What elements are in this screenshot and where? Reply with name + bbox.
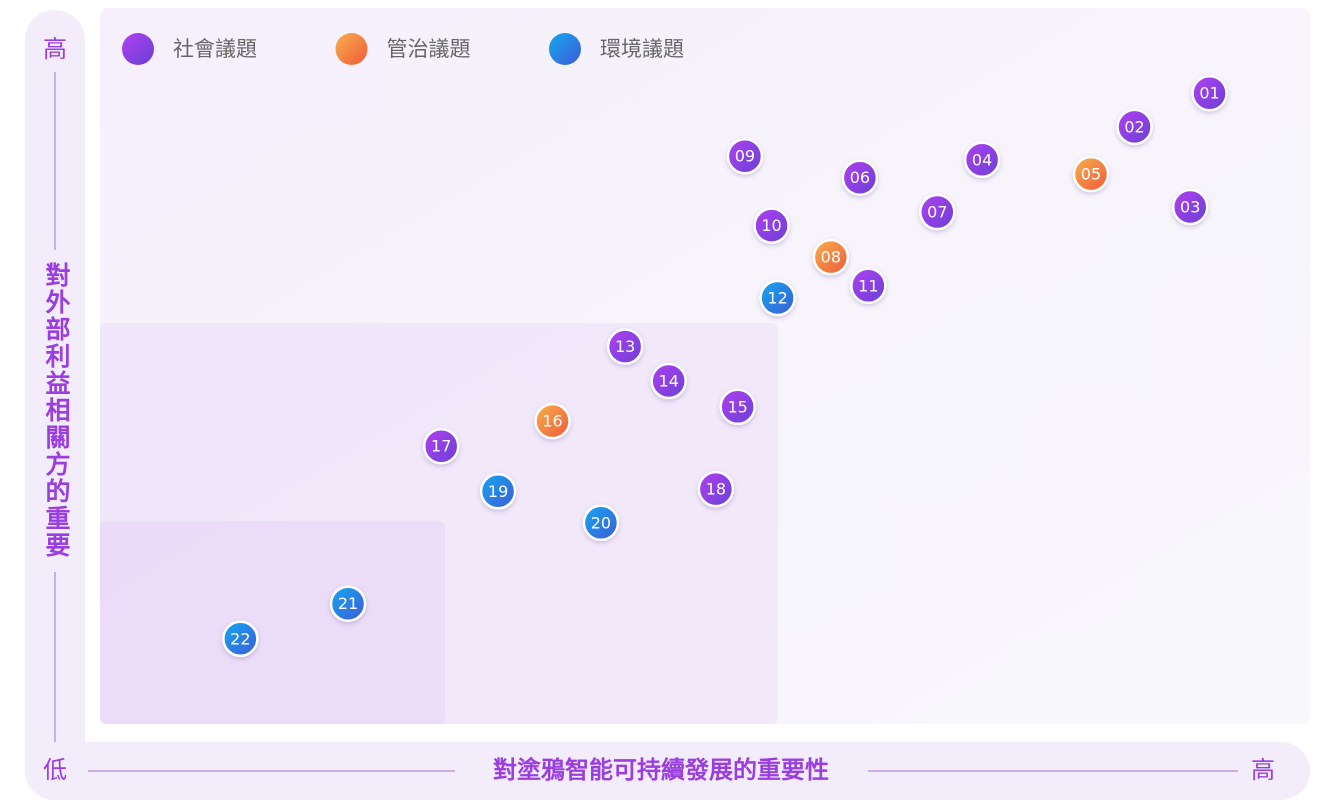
legend-label: 社會議題 — [173, 37, 257, 61]
x-axis-title: 對塗鴉智能可持續發展的重要性 — [493, 756, 829, 784]
point-label: 21 — [338, 594, 358, 613]
point-label: 01 — [1199, 84, 1219, 103]
point — [1072, 155, 1110, 193]
zone-low — [100, 521, 445, 724]
point — [1116, 108, 1153, 146]
point-label: 05 — [1081, 165, 1101, 184]
point — [1191, 74, 1228, 112]
point — [919, 193, 956, 231]
point-label: 13 — [615, 337, 635, 356]
point-label: 15 — [727, 397, 747, 416]
point — [534, 402, 571, 440]
point — [963, 141, 1001, 179]
legend-label: 環境議題 — [600, 37, 684, 61]
point — [759, 279, 796, 317]
point-label: 07 — [927, 203, 947, 222]
point — [697, 470, 735, 508]
legend-swatch — [122, 33, 154, 65]
point-label: 08 — [821, 248, 841, 267]
point-label: 22 — [230, 629, 250, 648]
point — [606, 328, 644, 365]
point-label: 06 — [850, 168, 870, 187]
point-label: 19 — [488, 482, 508, 501]
legend-swatch — [549, 33, 581, 65]
point-label: 10 — [761, 216, 781, 235]
y-axis-title: 對外部利益相關方的重要 — [42, 262, 71, 559]
point — [850, 267, 887, 305]
point-label: 14 — [659, 372, 679, 391]
point — [650, 362, 687, 400]
point-label: 20 — [591, 513, 611, 532]
point-label: 03 — [1180, 198, 1200, 217]
legend-swatch — [335, 33, 368, 65]
y-axis-bar — [25, 10, 85, 800]
point — [582, 504, 620, 542]
point — [719, 388, 756, 426]
low-label: 低 — [43, 756, 67, 784]
point — [753, 207, 790, 244]
point-label: 16 — [542, 412, 562, 431]
point — [841, 159, 879, 196]
point — [329, 585, 367, 622]
point-label: 02 — [1124, 117, 1144, 136]
point-label: 17 — [431, 437, 451, 456]
point — [812, 238, 850, 276]
x-high-label: 高 — [1251, 756, 1275, 784]
point — [479, 473, 517, 510]
point — [422, 427, 460, 465]
point-label: 11 — [858, 276, 878, 295]
x-axis-bar — [25, 742, 1310, 800]
point-label: 09 — [735, 147, 755, 166]
point-label: 18 — [706, 480, 726, 499]
point — [222, 620, 259, 658]
y-high-label: 高 — [43, 35, 67, 63]
point — [1171, 188, 1209, 226]
legend-label: 管治議題 — [387, 37, 471, 61]
point-label: 12 — [767, 288, 787, 307]
point — [726, 137, 764, 175]
point-label: 04 — [972, 150, 992, 169]
